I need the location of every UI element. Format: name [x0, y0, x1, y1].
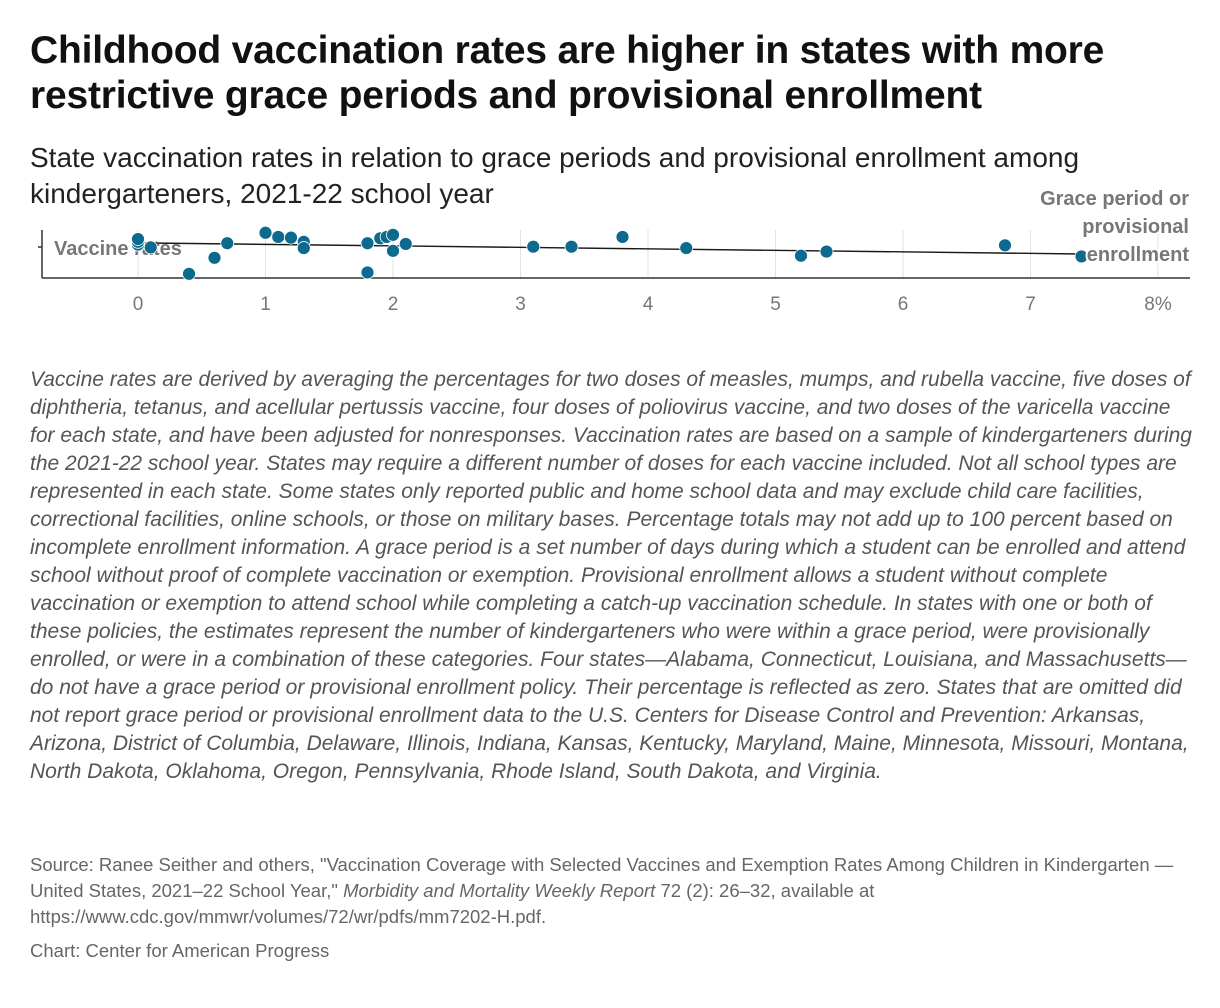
data-point	[398, 237, 413, 251]
x-tick-label: 1	[260, 294, 271, 315]
data-point	[296, 241, 311, 255]
data-point	[360, 265, 375, 280]
data-point	[131, 232, 145, 246]
x-axis-label: Grace period or provisional enrollment	[1040, 188, 1189, 266]
trend-line	[137, 242, 1082, 255]
source-prefix: Source: Ranee Seither and others, "Vacci…	[30, 854, 1174, 901]
data-point	[615, 230, 630, 244]
data-point	[182, 266, 196, 281]
x-tick-label: 2	[388, 294, 399, 315]
data-point	[386, 227, 400, 242]
data-point	[220, 236, 235, 251]
data-point	[386, 243, 400, 258]
data-point	[284, 230, 298, 245]
scatter-chart: 0 1 2 3 4 5 6 7 8% Vaccine rates Grace period or…	[0, 180, 1220, 320]
data-point	[998, 238, 1012, 253]
axes	[38, 230, 1190, 279]
data-point	[143, 240, 158, 255]
data-point	[360, 236, 375, 251]
data-point	[258, 225, 273, 240]
data-point	[271, 230, 286, 244]
data-point	[679, 241, 694, 255]
chart-notes: Vaccine rates are derived by averaging t…	[30, 368, 1192, 783]
chart-credit: Chart: Center for American Progress	[30, 940, 330, 961]
x-tick-label: 5	[770, 294, 781, 315]
y-axis-label: Vaccine rates	[54, 238, 182, 260]
source-journal: Morbidity and Mortality Weekly Report	[343, 880, 656, 901]
data-point	[526, 239, 541, 254]
x-tick-label: 3	[515, 294, 526, 315]
data-point	[794, 248, 808, 263]
x-tick-labels: 0 1 2 3 4 5 6 7 8%	[133, 294, 1172, 315]
data-point	[819, 244, 834, 259]
chart-title: Childhood vaccination rates are higher i…	[30, 29, 1105, 117]
chart-subtitle: State vaccination rates in relation to g…	[30, 142, 1080, 209]
data-point	[564, 239, 579, 254]
x-tick-label: 4	[643, 294, 654, 315]
data-point	[207, 250, 222, 265]
x-tick-label: 0	[133, 294, 144, 315]
x-tick-label: 6	[898, 294, 909, 315]
source-note: Source: Ranee Seither and others, "Vacci…	[30, 852, 1200, 930]
x-tick-label: 8%	[1144, 294, 1172, 315]
data-points	[131, 225, 1089, 281]
scatter-plot-svg: 0 1 2 3 4 5 6 7 8% Vaccine rates Grace period or…	[38, 186, 1191, 315]
data-point	[1074, 249, 1089, 264]
source-suffix: 72 (2): 26–32, available at https://www.…	[30, 880, 875, 927]
x-tick-label: 7	[1025, 294, 1036, 315]
